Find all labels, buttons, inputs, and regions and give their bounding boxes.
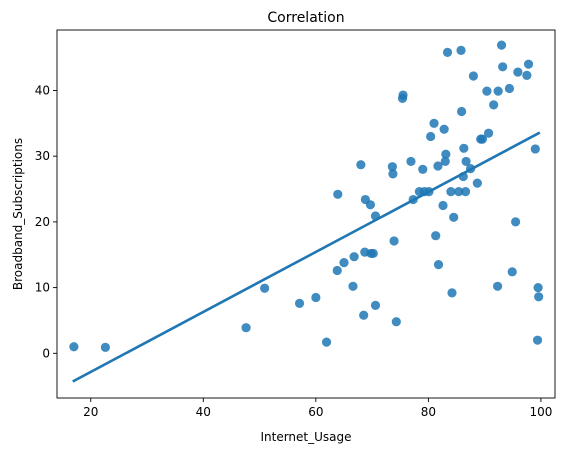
data-point (438, 200, 448, 211)
data-point (523, 59, 534, 69)
data-point (333, 189, 343, 199)
plot-frame (56, 29, 556, 399)
data-point (468, 71, 479, 81)
data-point (433, 260, 444, 270)
data-point (442, 47, 453, 57)
data-point (100, 342, 110, 352)
data-point (321, 337, 332, 347)
data-point (482, 86, 492, 96)
data-point (461, 156, 471, 167)
x-tick-label: 60 (308, 405, 323, 419)
data-point (456, 45, 466, 55)
data-point (498, 62, 508, 72)
data-point (359, 310, 369, 320)
x-tick-label: 80 (421, 405, 436, 419)
data-point (356, 160, 366, 170)
data-point (447, 288, 457, 298)
y-tick-label: 10 (35, 281, 50, 295)
data-point (513, 67, 523, 77)
data-point (511, 217, 521, 227)
data-point (441, 149, 451, 159)
data-point (496, 40, 507, 50)
y-axis-label: Broadband_Subscriptions (11, 138, 25, 290)
data-point (241, 323, 251, 333)
x-tick-label: 100 (529, 405, 552, 419)
data-point (530, 144, 540, 154)
data-point (339, 258, 349, 268)
data-point (456, 106, 467, 117)
data-point (507, 267, 517, 277)
data-point (534, 292, 544, 302)
data-point (389, 236, 399, 246)
data-point (349, 252, 359, 262)
data-point (294, 298, 305, 308)
data-point (504, 83, 515, 94)
data-point (454, 187, 464, 197)
data-point (431, 231, 441, 241)
data-point (69, 342, 79, 352)
data-point (533, 283, 543, 293)
y-tick-label: 30 (35, 149, 50, 163)
x-axis-label: Internet_Usage (260, 430, 351, 444)
data-point (418, 164, 428, 174)
y-tick-label: 0 (42, 346, 50, 360)
data-point (433, 161, 443, 171)
data-point (460, 187, 471, 197)
data-point (348, 281, 358, 291)
data-point (446, 187, 456, 197)
data-point (311, 292, 321, 303)
data-point (429, 118, 439, 128)
data-point (426, 131, 436, 142)
data-point (477, 134, 488, 144)
data-point (370, 300, 381, 310)
data-point (493, 86, 503, 96)
y-tick-label: 20 (35, 215, 50, 229)
data-point (532, 335, 543, 345)
data-point (391, 317, 401, 327)
data-point (398, 90, 408, 100)
data-point (260, 283, 270, 293)
data-point (439, 124, 449, 134)
data-point (472, 178, 482, 188)
data-point (459, 143, 469, 153)
x-tick-label: 20 (83, 405, 98, 419)
data-point (449, 212, 459, 222)
axis-ticks: 20 40 60 80 100 0 10 20 30 40 (35, 83, 553, 419)
data-point (440, 156, 450, 167)
data-point (484, 128, 494, 138)
plot-area (69, 40, 544, 383)
chart-title: Correlation (267, 10, 344, 26)
y-tick-label: 40 (35, 83, 50, 97)
x-tick-label: 40 (196, 405, 211, 419)
data-point (522, 70, 532, 80)
data-point (387, 162, 397, 172)
regression-line (72, 131, 541, 383)
data-point (388, 169, 398, 179)
data-point (365, 200, 376, 210)
data-point (332, 265, 342, 276)
data-point (489, 100, 499, 110)
data-point (368, 248, 378, 259)
data-point (406, 156, 416, 167)
data-point (493, 281, 503, 291)
